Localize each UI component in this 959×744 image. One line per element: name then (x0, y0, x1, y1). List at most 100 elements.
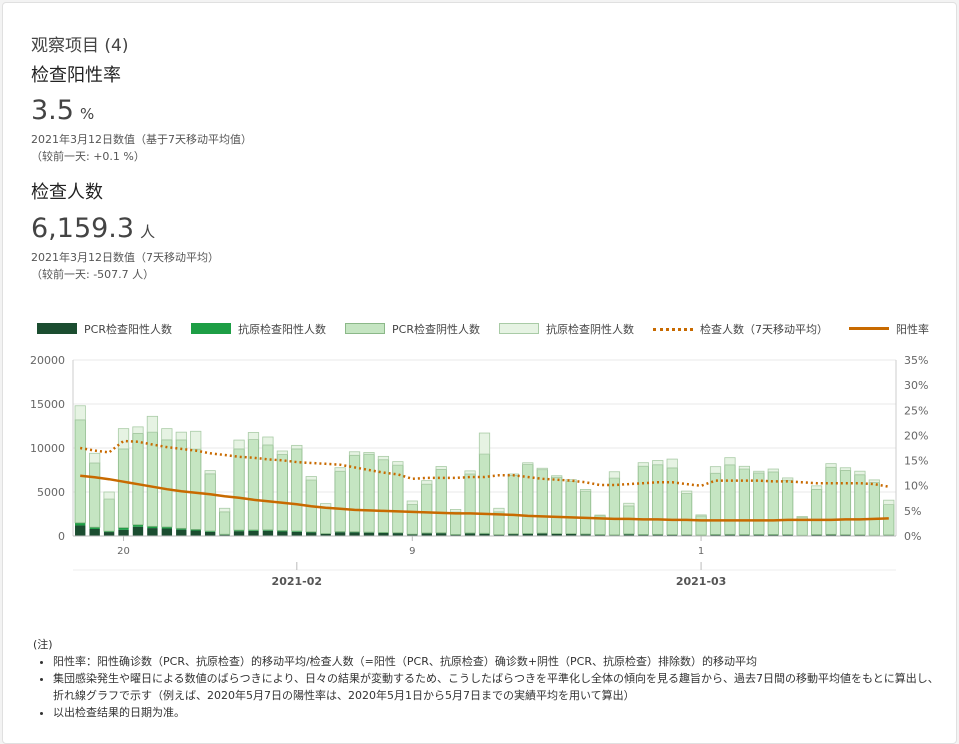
bar-pcr-negative (739, 469, 749, 534)
bar-antigen-negative (768, 469, 778, 472)
bar-antigen-negative (176, 432, 186, 440)
bar-antigen-negative (118, 429, 128, 449)
x-tick-label: 9 (409, 546, 415, 557)
x-tick-label: 1 (698, 546, 704, 557)
y-right-tick-label: 10% (904, 480, 928, 493)
bar-pcr-negative (263, 445, 273, 530)
positivity-change-note: （较前一天: +0.1 %） (31, 148, 252, 165)
bar-pcr-positive (292, 532, 302, 536)
bar-pcr-negative (638, 466, 648, 534)
bar-antigen-negative (364, 452, 374, 454)
y-right-tick-label: 25% (904, 404, 928, 417)
bar-antigen-negative (653, 461, 663, 465)
bar-pcr-negative (869, 483, 879, 536)
positivity-unit: % (80, 105, 94, 123)
bar-pcr-negative (450, 512, 460, 534)
bar-pcr-negative (479, 454, 489, 533)
bar-pcr-negative (552, 477, 562, 533)
bar-antigen-negative (277, 451, 287, 455)
bar-antigen-negative (234, 440, 244, 449)
bar-pcr-positive (147, 528, 157, 536)
bar-pcr-negative (667, 468, 677, 535)
bar-antigen-negative (422, 481, 432, 485)
bar-pcr-negative (277, 455, 287, 531)
bar-pcr-negative (118, 449, 128, 528)
bar-pcr-positive (133, 527, 143, 536)
bar-pcr-positive (162, 529, 172, 536)
bar-antigen-negative (335, 468, 345, 472)
bar-pcr-negative (75, 420, 85, 523)
bar-pcr-negative (364, 454, 374, 532)
positivity-value-row: 3.5% (31, 95, 94, 126)
combo-chart: 050001000015000200000%5%10%15%20%25%30%3… (3, 348, 956, 598)
bar-pcr-negative (508, 475, 518, 533)
bar-pcr-positive (306, 532, 316, 536)
bar-pcr-negative (681, 494, 691, 535)
bar-pcr-negative (219, 512, 229, 534)
y-right-tick-label: 15% (904, 455, 928, 468)
y-right-tick-label: 30% (904, 379, 928, 392)
tests-heading: 检查人数 (31, 178, 103, 204)
tests-change-note: （较前一天: -507.7 人） (31, 266, 219, 283)
y-right-tick-label: 20% (904, 429, 928, 442)
x-tick-label: 20 (117, 546, 130, 557)
bar-antigen-negative (219, 508, 229, 512)
legend-swatch-pcr-negative (345, 323, 385, 334)
bar-antigen-negative (811, 486, 821, 490)
bar-pcr-positive (191, 531, 201, 536)
bar-pcr-negative (89, 463, 99, 527)
legend-label-antigen-negative: 抗原检查阴性人数 (546, 321, 634, 337)
bar-pcr-negative (725, 465, 735, 535)
positivity-heading: 检查阳性率 (31, 61, 121, 87)
bar-antigen-negative (725, 458, 735, 465)
bar-antigen-negative (869, 480, 879, 483)
bar-pcr-positive (75, 525, 85, 536)
bar-pcr-negative (378, 460, 388, 533)
bar-antigen-negative (537, 468, 547, 469)
bar-antigen-negative (840, 468, 850, 471)
bar-antigen-negative (595, 515, 605, 516)
bar-antigen-negative (147, 416, 157, 432)
y-right-tick-label: 0% (904, 530, 921, 543)
y-left-tick-label: 5000 (37, 486, 65, 499)
notes-section: (注) 阳性率：阳性确诊数（PCR、抗原检查）的移动平均/检查人数（=阳性（PC… (33, 636, 943, 721)
bar-antigen-negative (263, 437, 273, 445)
bar-antigen-negative (624, 503, 634, 506)
bar-pcr-negative (191, 449, 201, 529)
legend-swatch-rate (849, 327, 889, 330)
x-month-label: 2021-03 (676, 575, 727, 588)
bar-antigen-negative (393, 462, 403, 466)
section-title: 观察项目 (4) (31, 31, 128, 56)
positivity-date-note: 2021年3月12日数值（基于7天移动平均值） (31, 131, 252, 148)
bar-pcr-negative (335, 471, 345, 531)
tests-value: 6,159.3 (31, 213, 134, 244)
bar-antigen-negative (552, 476, 562, 478)
notes-heading: (注) (33, 636, 943, 653)
bar-pcr-negative (696, 516, 706, 535)
bar-antigen-negative (292, 445, 302, 449)
bar-antigen-negative (739, 466, 749, 469)
bar-antigen-negative (479, 433, 489, 454)
bar-antigen-negative (681, 491, 691, 493)
bar-antigen-negative (638, 463, 648, 467)
y-left-tick-label: 0 (58, 530, 65, 543)
y-right-tick-label: 5% (904, 505, 921, 518)
bar-antigen-negative (436, 466, 446, 469)
tests-date-note: 2021年3月12日数值（7天移动平均） (31, 249, 219, 266)
bar-pcr-positive (248, 531, 258, 536)
bar-antigen-negative (754, 471, 764, 473)
bar-antigen-negative (306, 477, 316, 481)
tests-notes: 2021年3月12日数值（7天移动平均） （较前一天: -507.7 人） (31, 249, 219, 283)
legend-label-pcr-negative: PCR检查阴性人数 (392, 321, 480, 337)
bar-pcr-negative (754, 473, 764, 534)
legend-label-rate: 阳性率 (896, 321, 929, 337)
y-left-tick-label: 15000 (30, 398, 65, 411)
bar-antigen-negative (855, 471, 865, 475)
bar-pcr-negative (176, 440, 186, 528)
bar-antigen-negative (884, 500, 894, 504)
bar-antigen-negative (407, 501, 417, 505)
legend-label-antigen-positive: 抗原检查阳性人数 (238, 321, 326, 337)
bar-pcr-negative (580, 491, 590, 534)
y-right-tick-label: 35% (904, 354, 928, 367)
